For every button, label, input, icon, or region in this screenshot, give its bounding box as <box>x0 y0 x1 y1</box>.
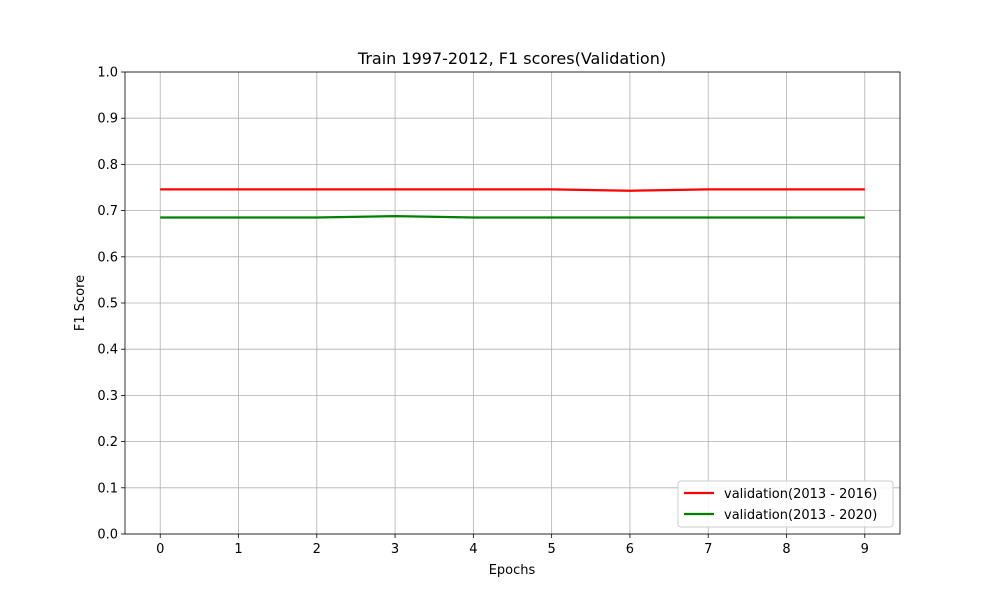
grid <box>125 71 900 535</box>
y-tick-label: 0.9 <box>97 112 118 127</box>
y-tick-label: 0.2 <box>97 435 118 450</box>
x-tick-label: 9 <box>861 542 869 557</box>
x-tick-label: 7 <box>704 542 712 557</box>
legend-label-validation-2013-2016: validation(2013 - 2016) <box>724 487 877 502</box>
y-tick-label: 0.4 <box>97 343 118 358</box>
y-tick-label: 1.0 <box>97 66 118 81</box>
x-tick-label: 5 <box>548 542 556 557</box>
x-axis-label: Epochs <box>489 563 536 578</box>
series-line-validation-2013-2020 <box>160 215 865 219</box>
chart-title: Train 1997-2012, F1 scores(Validation) <box>357 49 666 68</box>
y-tick-label: 0.5 <box>97 297 118 312</box>
x-tick-label: 8 <box>782 542 790 557</box>
y-tick-label: 0.7 <box>97 204 118 219</box>
x-tick-label: 2 <box>313 542 321 557</box>
x-tick-label: 0 <box>156 542 164 557</box>
series-line-validation-2013-2016 <box>160 188 865 192</box>
x-tick-label: 6 <box>626 542 634 557</box>
y-tick-label: 0.0 <box>97 528 118 543</box>
legend-box <box>677 480 894 528</box>
x-tick-label: 3 <box>391 542 399 557</box>
x-tick-label: 4 <box>469 542 477 557</box>
axis-ticks: 0 1 2 3 4 5 6 7 8 9 0.0 0.1 0.2 0.3 0.4 0.5 0.6 0.7 0.8 0.9… <box>97 66 869 558</box>
y-tick-label: 0.6 <box>97 250 118 265</box>
y-tick-label: 0.8 <box>97 158 118 173</box>
y-tick-label: 0.3 <box>97 389 118 404</box>
series-lines <box>160 188 865 219</box>
x-tick-label: 1 <box>234 542 242 557</box>
y-tick-label: 0.1 <box>97 481 118 496</box>
legend-label-validation-2013-2020: validation(2013 - 2020) <box>724 508 877 523</box>
y-axis-label: F1 Score <box>73 275 88 331</box>
legend: validation(2013 - 2016) validation(2013 … <box>677 480 894 528</box>
